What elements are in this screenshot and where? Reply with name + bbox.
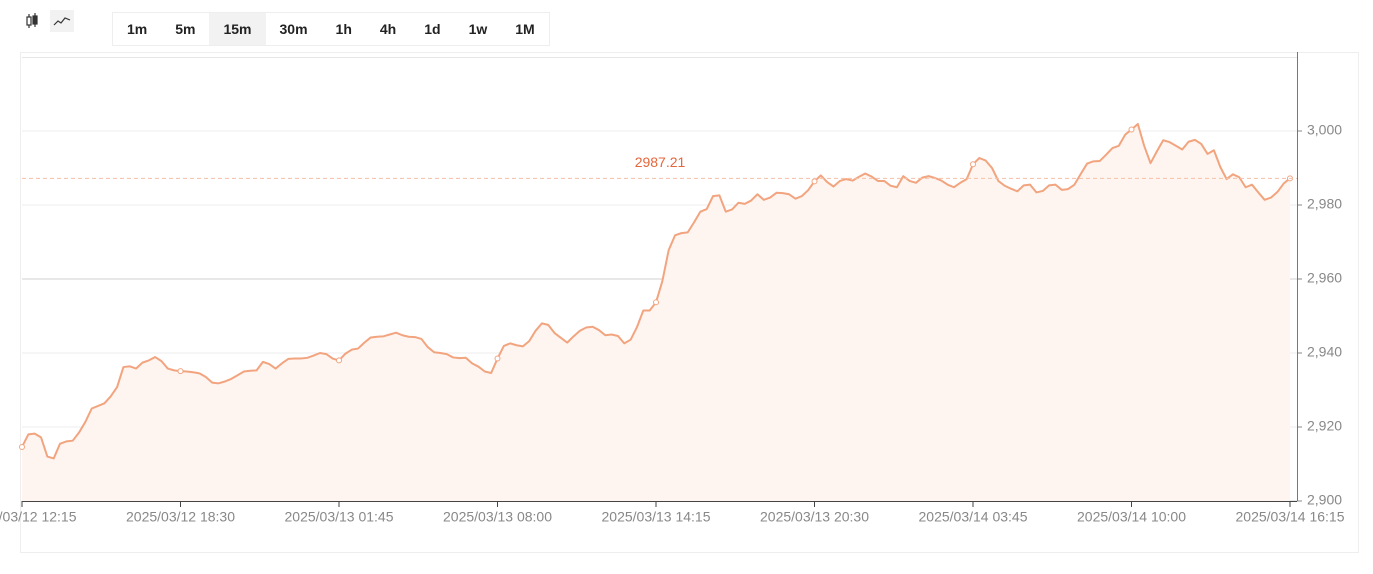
- point-marker: [970, 161, 976, 168]
- interval-button[interactable]: 1h: [321, 13, 366, 45]
- chart-type-icons: [20, 10, 74, 32]
- interval-button[interactable]: 15m: [209, 13, 266, 45]
- x-tick-label: 2025/03/13 01:45: [285, 509, 394, 525]
- x-tick-label: 2025/03/13 20:30: [760, 509, 869, 525]
- y-tick-label: 2,900: [1307, 492, 1342, 508]
- interval-toolbar: 1m 5m 15m 30m 1h 4h 1d 1w 1M: [112, 12, 550, 46]
- y-tick-label: 2,980: [1307, 196, 1342, 212]
- interval-button[interactable]: 1M: [501, 13, 549, 45]
- point-marker: [653, 299, 659, 306]
- point-marker: [336, 357, 342, 364]
- x-tick-label: 2025/03/13 08:00: [443, 509, 552, 525]
- line-icon: [53, 17, 71, 26]
- y-tick-label: 3,000: [1307, 122, 1342, 138]
- interval-button[interactable]: 4h: [365, 13, 411, 45]
- interval-button[interactable]: 5m: [161, 13, 210, 45]
- point-marker: [811, 178, 818, 185]
- y-tick-label: 2,940: [1307, 344, 1342, 360]
- chart-frame: [20, 52, 1359, 553]
- area: [22, 123, 1290, 501]
- candle-icon-bg[interactable]: [20, 10, 44, 32]
- y-tick-label: 2,960: [1307, 270, 1342, 286]
- point-marker: [19, 443, 25, 450]
- price-label: 2987.21: [635, 154, 686, 170]
- interval-button[interactable]: 1d: [410, 13, 455, 45]
- x-tick-label: 2025/03/13 14:15: [602, 509, 711, 525]
- candle-icon: [26, 13, 38, 28]
- x-tick-label: 2025/03/14 16:15: [1236, 509, 1345, 525]
- x-tick-label: 2025/03/14 10:00: [1077, 509, 1186, 525]
- point-marker: [494, 355, 501, 362]
- interval-button[interactable]: 30m: [265, 13, 322, 45]
- interval-button[interactable]: 1w: [454, 13, 502, 45]
- interval-button[interactable]: 1m: [113, 13, 162, 45]
- y-tick-label: 2,920: [1307, 418, 1342, 434]
- point-marker: [1128, 126, 1135, 133]
- x-tick-label: 2025/03/12 12:15: [0, 509, 77, 525]
- point-marker: [177, 368, 184, 375]
- x-tick-label: 2025/03/14 03:45: [919, 509, 1028, 525]
- x-tick-label: 2025/03/12 18:30: [126, 509, 235, 525]
